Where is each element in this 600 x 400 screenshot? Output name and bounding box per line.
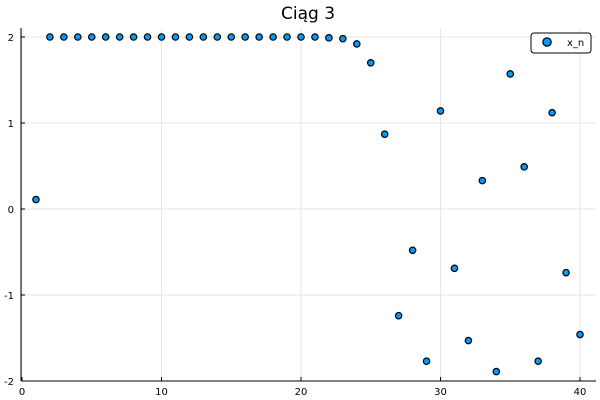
data-point [171, 33, 180, 41]
data-point [311, 33, 319, 41]
data-point [143, 33, 152, 41]
data-point [227, 33, 236, 41]
x-tick-label: 30 [434, 387, 447, 398]
y-tick-label: -2 [4, 377, 14, 388]
data-point [436, 107, 445, 115]
data-points [32, 33, 584, 376]
data-point [255, 33, 263, 41]
data-point [46, 33, 54, 41]
grid [21, 28, 596, 382]
chart-title: Ciąg 3 [281, 4, 335, 24]
data-point [548, 108, 556, 117]
data-point [297, 33, 305, 41]
data-point [129, 33, 138, 41]
data-point [283, 33, 291, 41]
data-point [506, 70, 515, 78]
x-tick-label: 20 [295, 387, 308, 398]
data-point [87, 33, 96, 41]
data-point [520, 163, 529, 171]
data-point [450, 264, 459, 273]
data-point [339, 34, 347, 43]
legend-label: x_n [567, 38, 584, 49]
data-point [157, 33, 166, 41]
data-point [74, 33, 82, 41]
x-tick-label: 0 [19, 387, 25, 398]
data-point [199, 33, 208, 41]
data-point [213, 33, 222, 41]
tick-labels: 0 10 20 30 40 -2 -1 0 1 2 [4, 33, 586, 398]
y-tick-label: 1 [8, 119, 14, 130]
data-point [562, 268, 570, 277]
data-point [366, 58, 375, 67]
data-point [269, 33, 277, 41]
data-point [422, 357, 431, 366]
data-point [478, 176, 487, 185]
data-point [408, 246, 417, 255]
axes [20, 28, 596, 382]
data-point [60, 33, 68, 41]
y-tick-label: -1 [4, 291, 14, 302]
data-point [115, 33, 124, 41]
data-point [352, 40, 361, 48]
data-point [394, 311, 403, 320]
y-tick-label: 2 [8, 33, 14, 44]
data-point [241, 33, 250, 41]
y-tick-label: 0 [8, 205, 14, 216]
data-point [464, 336, 473, 345]
data-point [325, 34, 333, 42]
x-tick-label: 40 [574, 387, 587, 398]
x-tick-label: 10 [155, 387, 168, 398]
data-point [534, 357, 542, 366]
legend-marker [542, 37, 552, 47]
legend: x_n [530, 32, 592, 54]
data-point [32, 195, 40, 204]
data-point [380, 130, 389, 138]
data-point [576, 330, 584, 339]
data-point [492, 367, 501, 376]
data-point [185, 33, 194, 41]
data-point [101, 33, 110, 41]
